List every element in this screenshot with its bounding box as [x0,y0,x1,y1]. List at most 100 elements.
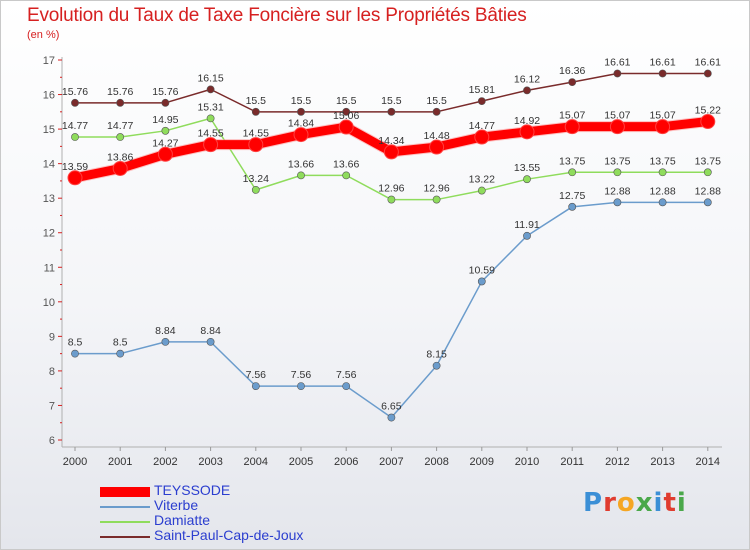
data-point [474,129,490,145]
x-tick-label: 2010 [515,456,539,468]
data-point [477,277,486,286]
data-point [203,137,219,153]
data-point [161,126,170,135]
data-point [293,127,309,143]
data-label: 7.56 [336,369,357,381]
data-label: 15.07 [559,110,585,122]
data-label: 15.5 [426,95,447,107]
data-label: 15.5 [336,95,357,107]
x-tick-label: 2007 [379,456,403,468]
x-tick-label: 2000 [63,456,87,468]
data-label: 14.55 [197,128,223,140]
data-label: 16.61 [695,56,721,68]
data-point [609,119,625,135]
data-point [703,168,712,177]
series-viterbe [71,198,712,422]
logo-letter: i [676,488,687,518]
data-point [206,85,215,94]
data-point [161,98,170,107]
data-label: 11.91 [514,219,540,231]
data-point [116,133,125,141]
data-point [432,361,441,370]
data-label: 16.61 [649,56,675,68]
data-point [613,69,622,78]
data-label: 16.61 [604,56,630,68]
data-point [387,413,396,422]
y-tick-label: 6 [49,435,55,447]
data-label: 15.5 [291,95,312,107]
data-point [161,337,170,346]
chart-title: Evolution du Taux de Taxe Foncière sur l… [27,5,527,26]
data-label: 14.48 [423,130,449,142]
x-tick-label: 2013 [650,456,674,468]
x-tick-label: 2005 [289,456,313,468]
data-label: 13.59 [62,161,88,173]
x-tick-label: 2002 [153,456,177,468]
data-label: 12.96 [423,183,449,195]
data-label: 14.77 [469,120,495,132]
data-point [251,185,260,194]
data-point [568,202,577,211]
y-tick-label: 14 [43,159,55,171]
data-point [429,139,445,155]
data-point [523,86,531,95]
y-tick-label: 17 [43,55,55,67]
data-label: 15.76 [62,86,88,98]
data-label: 13.86 [107,151,133,163]
y-tick-label: 15 [43,124,55,136]
data-point [523,231,531,240]
data-label: 6.65 [381,401,402,413]
data-point [71,133,79,141]
data-label: 15.76 [152,86,178,98]
series-saint-paul-cap-de-joux [71,69,712,116]
data-label: 14.84 [288,118,314,130]
y-tick-label: 16 [43,90,55,102]
data-point [432,195,441,204]
data-point [297,171,305,180]
data-label: 14.27 [152,137,178,149]
data-point [67,170,83,186]
x-tick-label: 2012 [605,456,629,468]
x-tick-label: 2011 [560,456,584,468]
x-tick-label: 2008 [424,456,448,468]
x-tick-label: 2006 [334,456,358,468]
data-point [432,107,441,116]
legend-label: Saint-Paul-Cap-de-Joux [154,527,304,543]
y-tick-label: 7 [49,400,55,412]
data-label: 13.75 [559,155,585,167]
data-label: 13.66 [288,158,314,170]
data-label: 14.34 [378,135,404,147]
data-point [251,107,260,116]
data-point [297,382,305,391]
data-point [703,198,712,207]
data-label: 15.81 [469,84,495,96]
x-tick-label: 2003 [198,456,222,468]
data-point [613,168,622,177]
data-label: 8.84 [155,325,176,337]
series-line [75,201,708,419]
y-tick-label: 11 [44,262,55,274]
chart-unit-label: (en %) [27,29,60,41]
data-point [338,119,354,135]
logo-letter: i [653,488,664,518]
legend-swatch [100,506,150,508]
legend-label: Damiatte [154,512,211,528]
data-label: 13.75 [604,155,630,167]
data-label: 12.88 [649,185,675,197]
logo-letter: P [583,488,604,518]
data-point [116,349,125,358]
data-point [112,160,128,176]
x-tick-label: 2009 [470,456,494,468]
data-label: 8.5 [113,337,128,349]
data-point [658,69,667,78]
data-label: 13.75 [695,155,721,167]
data-label: 14.95 [152,114,178,126]
y-tick-label: 13 [43,193,55,205]
y-tick-label: 12 [43,228,55,240]
logo-letter: r [603,488,617,518]
data-label: 13.75 [649,155,675,167]
legend-swatch [100,536,150,538]
data-point [251,382,260,391]
data-label: 12.88 [604,185,630,197]
